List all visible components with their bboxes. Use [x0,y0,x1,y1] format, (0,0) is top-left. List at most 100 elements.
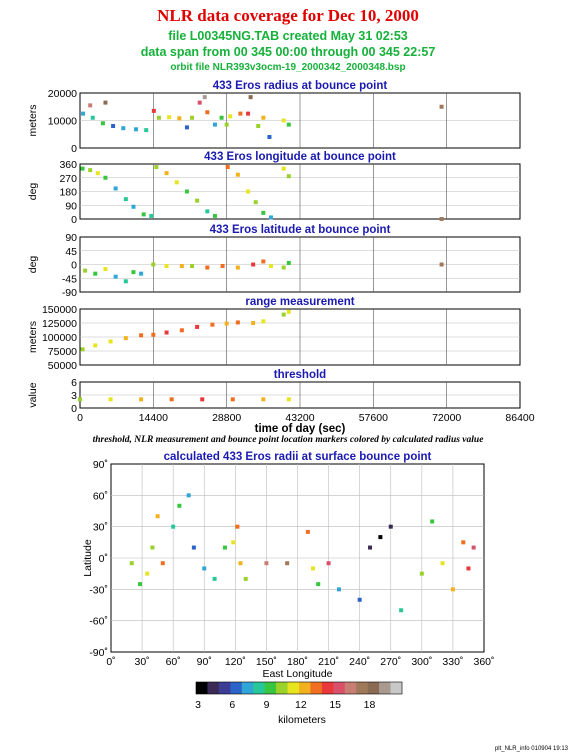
colorbar-swatch [390,682,403,694]
panel1-data-point [202,95,207,100]
file-line: file L00345NG.TAB created May 31 02:53 [168,29,408,43]
panel4-data-point [179,328,184,333]
colorbar-swatch [276,682,288,694]
panel4-data-point [164,330,169,335]
panel6-xtick-label: 270˚ [380,656,401,668]
panel2-ytick-label: 90 [65,200,77,212]
caption-text: threshold, NLR measurement and bounce po… [93,435,485,445]
panel6-data-point [326,561,331,566]
panel2-ylabel: deg [27,183,39,201]
panel1-data-point [267,135,272,139]
panel5-xtick-label: 72000 [432,412,461,424]
panel6-data-point [145,571,150,576]
panel6-data-point [471,545,476,550]
panel1-data-point [248,95,253,100]
panel2-data-point [149,213,154,218]
panel3-ytick-label: 90 [65,232,77,244]
panel4-data-point [108,339,113,344]
panel1-data-point [100,121,105,126]
colorbar-swatch [253,682,265,694]
panel6-data-point [235,524,240,529]
panel1-data-point [88,103,93,108]
panel5-data-point [286,397,291,402]
panel2-data-point [225,165,230,170]
panel6-data-point [231,540,236,545]
panel5-xtick-label: 28800 [212,412,241,424]
panel2-data-point [184,189,189,194]
panel6-data-point [264,561,269,566]
panel5-xtick-label: 14400 [139,412,168,424]
panel2-data-point [174,180,179,185]
panel2-data-point [268,215,273,220]
panel1-data-point [261,115,266,120]
colorbar-swatch [367,682,380,694]
orbit-file-line: orbit file NLR393v3ocm-19_2000342_200034… [170,62,406,73]
colorbar-swatch [264,682,277,694]
panel1-data-point [177,116,182,121]
footer-stamp: plt_NLR_info 010904 19:13 [495,746,569,752]
panel6-title: calculated 433 Eros radii at surface bou… [164,451,432,463]
panel6-data-point [336,587,341,592]
colorbar-swatch [218,682,231,694]
panel3-data-point [286,260,291,265]
panel1-data-point [219,115,224,120]
panel1-data-point [439,104,444,109]
colorbar-tick-label: 15 [329,699,341,711]
panel4-data-point [281,312,286,317]
panel3-data-point [139,271,144,276]
panel1-data-point [156,115,161,120]
panel4-ytick-label: 75000 [48,346,77,358]
panel6-ytick-label: 60˚ [93,490,108,502]
colorbar-tick-label: 12 [295,699,307,711]
colorbar-tick-label: 3 [195,699,201,711]
panel3-data-point [83,268,88,273]
panel4-ytick-label: 150000 [42,304,77,316]
panel6-data-point [388,524,393,529]
panel6-xtick-label: 360˚ [473,656,494,668]
panel3-data-point [268,264,273,269]
panel6-data-point [357,597,362,602]
data-span-line: data span from 00 345 00:00 through 00 3… [140,45,436,59]
panel6-data-point [202,566,207,571]
panel3-ytick-label: 0 [71,260,77,272]
panel6-ylabel: Latitude [82,539,94,577]
panel6-xtick-label: 240˚ [349,656,370,668]
panel5-xtick-label: 43200 [285,412,314,424]
colorbar-swatch [207,682,220,694]
panel3-data-point [164,264,169,269]
panel6-data-point [150,545,155,550]
panel3-data-point [251,262,256,267]
panel3-data-point [179,264,184,269]
panel2-data-point [164,171,169,176]
panel4-ytick-label: 50000 [48,360,77,372]
panel4-title: range measurement [245,296,354,308]
panel6-xtick-label: 330˚ [442,656,463,668]
panel2-data-point [235,172,240,177]
panel2-data-point [95,171,100,176]
panel2-data-point [88,168,93,173]
panel5-data-point [169,397,174,402]
panel6-data-point [399,608,404,613]
panel1-data-point [197,100,202,105]
panel2-data-point [281,166,286,171]
panel4-data-point [261,319,266,324]
panel6-data-point [419,571,424,576]
colorbar-swatch [241,682,254,694]
colorbar-frame [195,681,403,695]
panel4-data-point [210,322,215,327]
panel4-data-point [286,309,291,314]
panel1-data-point [281,118,286,123]
panel6-ytick-label: 0˚ [99,553,108,565]
colorbar-tick-label: 9 [264,699,270,711]
panel5-data-point [261,397,266,402]
panel6-data-point [305,529,310,534]
panel6-data-point [243,576,248,581]
panel4-data-point [139,333,144,338]
panel3-data-point [220,264,225,269]
panel6-data-point [368,545,373,550]
panel6-data-point [138,582,143,587]
panel6-xtick-label: 210˚ [318,656,339,668]
panel3-ylabel: deg [27,256,39,274]
panel2-data-point [131,204,136,209]
